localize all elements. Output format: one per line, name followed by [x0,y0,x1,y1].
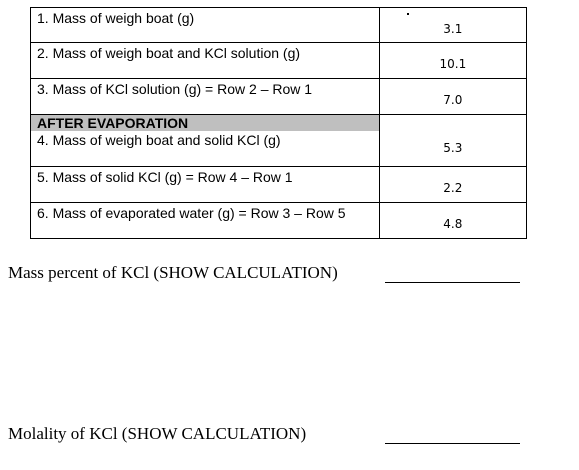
row-6-value: 4.8 [378,201,528,239]
after-evaporation-header: AFTER EVAPORATION [30,114,380,131]
row-2-label: 2. Mass of weigh boat and KCl solution (… [30,42,380,79]
table-row-5: 5. Mass of solid KCl (g) = Row 4 – Row 1… [30,165,528,203]
row-2-value: 10.1 [378,42,528,79]
molality-answer-line[interactable] [385,443,520,444]
row-3-value: 7.0 [378,78,528,115]
table-row-1: 1. Mass of weigh boat (g) 3.1 [30,7,528,43]
table-row-3: 3. Mass of KCl solution (g) = Row 2 – Ro… [30,78,528,115]
row-3-label: 3. Mass of KCl solution (g) = Row 2 – Ro… [30,78,380,115]
row-1-label: 1. Mass of weigh boat (g) [30,7,380,43]
row-4-value: 5.3 [378,131,528,167]
row-4-label: 4. Mass of weigh boat and solid KCl (g) [30,131,380,167]
section-header-row: AFTER EVAPORATION [30,114,528,131]
row-5-value: 2.2 [378,165,528,203]
mass-percent-answer-line[interactable] [385,282,520,283]
mass-percent-prompt: Mass percent of KCl (SHOW CALCULATION) [8,263,338,282]
row-5-label: 5. Mass of solid KCl (g) = Row 4 – Row 1 [30,165,380,203]
stray-dot [407,13,409,15]
kcl-data-table: 1. Mass of weigh boat (g) 3.1 2. Mass of… [30,7,528,239]
table-row-4: 4. Mass of weigh boat and solid KCl (g) … [30,131,528,167]
molality-prompt: Molality of KCl (SHOW CALCULATION) [8,424,307,443]
row-1-value: 3.1 [378,7,528,43]
row-6-label: 6. Mass of evaporated water (g) = Row 3 … [30,201,380,239]
table-row-6: 6. Mass of evaporated water (g) = Row 3 … [30,201,528,239]
table-row-2: 2. Mass of weigh boat and KCl solution (… [30,42,528,79]
section-header-empty-cell [378,114,528,131]
